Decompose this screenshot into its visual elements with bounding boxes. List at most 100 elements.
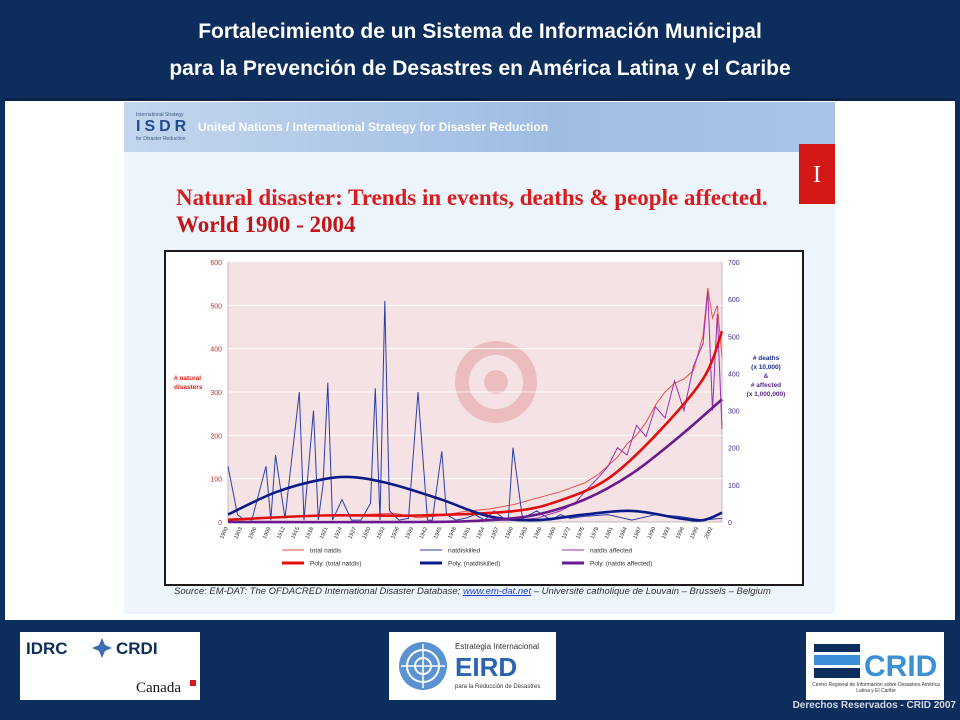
left-axis-label: disasters — [174, 384, 203, 391]
x-tick-label: 1906 — [248, 526, 259, 540]
left-axis-label: # natural — [174, 375, 201, 382]
corner-tab: I — [799, 144, 835, 204]
isdr-banner: International Strategy ISDR for Disaster… — [124, 102, 835, 152]
un-emblem-icon — [399, 642, 447, 690]
source-suffix: – Université catholique de Louvain – Bru… — [531, 586, 771, 597]
crid-books-icon — [814, 644, 860, 678]
x-tick-label: 1954 — [476, 526, 487, 540]
x-tick-label: 1903 — [233, 526, 244, 540]
canada-flag-icon — [190, 680, 196, 686]
trend-chart: 0 100 200 300 400 500 600 0 100 200 300 400 500 600 7… — [174, 260, 786, 568]
left-tick-label: 100 — [210, 477, 222, 484]
header-bar: Fortalecimiento de un Sistema de Informa… — [0, 0, 960, 101]
x-tick-label: 1930 — [362, 526, 373, 540]
x-tick-label: 1948 — [447, 526, 458, 540]
idrc-logo: IDRC CRDI Canada — [20, 632, 200, 700]
x-tick-label: 1969 — [547, 526, 558, 540]
x-tick-label: 1975 — [575, 526, 586, 540]
right-tick-label: 500 — [728, 334, 740, 341]
x-tick-label: 1939 — [404, 526, 415, 540]
x-tick-label: 1900 — [219, 526, 230, 540]
x-tick-label: 1960 — [504, 526, 515, 540]
eird-logo: Estrategia Internacional EIRD para la Re… — [389, 632, 556, 700]
x-tick-label: 1963 — [518, 526, 529, 540]
left-tick-label: 600 — [210, 260, 222, 267]
isdr-logo-top: International Strategy — [136, 112, 184, 118]
x-tick-label: 1942 — [419, 526, 430, 540]
copyright-text: Derechos Reservados - CRID 2007 — [792, 700, 956, 711]
isdr-logo-sub: for Disaster Reduction — [136, 136, 186, 142]
eird-sub-text: para la Reducción de Desastres — [455, 684, 540, 690]
legend-label: total natdis — [310, 548, 342, 555]
x-tick-label: 1945 — [433, 526, 444, 540]
slide-title-line1: Natural disaster: Trends in events, deat… — [176, 185, 768, 210]
crid-logo-graphic: CRID Centro Regional de Información sobr… — [812, 644, 940, 694]
crid-logo: CRID Centro Regional de Información sobr… — [806, 632, 944, 700]
corner-tab-label: I — [813, 162, 821, 188]
chart-box: 0 100 200 300 400 500 600 0 100 200 300 400 500 600 7… — [164, 250, 804, 586]
idrc-star-icon — [92, 638, 112, 658]
isdr-logo: International Strategy ISDR for Disaster… — [136, 112, 202, 142]
header-title-line2: para la Prevención de Desastres en Améri… — [169, 57, 791, 80]
slide-title-line2: World 1900 - 2004 — [176, 212, 356, 237]
slide-title: Natural disaster: Trends in events, deat… — [176, 184, 776, 238]
x-tick-label: 1933 — [376, 526, 387, 540]
eird-text: EIRD — [455, 652, 517, 682]
x-tick-label: 1951 — [461, 526, 472, 540]
right-axis-label: (x 1,000,000) — [747, 391, 786, 398]
x-tick-label: 1996 — [675, 526, 686, 540]
right-tick-label: 400 — [728, 371, 740, 378]
right-tick-label: 100 — [728, 483, 740, 490]
right-tick-label: 300 — [728, 409, 740, 416]
left-tick-label: 300 — [210, 390, 222, 397]
legend-label: Poly. (total natdis) — [310, 561, 362, 568]
x-tick-label: 1972 — [561, 526, 572, 540]
eird-logo-graphic: Estrategia Internacional EIRD para la Re… — [399, 642, 540, 690]
x-tick-label: 1999 — [689, 526, 700, 540]
embedded-slide: International Strategy ISDR for Disaster… — [124, 102, 835, 614]
right-axis-label: # deaths — [753, 355, 780, 362]
source-note: Source: EM-DAT: The OFDACRED Internation… — [174, 586, 771, 597]
right-tick-label: 700 — [728, 260, 740, 267]
left-border — [0, 98, 5, 620]
left-tick-label: 200 — [210, 433, 222, 440]
idrc-text: IDRC — [26, 639, 68, 658]
x-tick-label: 1918 — [305, 526, 316, 540]
x-tick-label: 1912 — [276, 526, 287, 540]
x-tick-label: 1966 — [533, 526, 544, 540]
crid-sub-text: Centro Regional de Información sobre Des… — [812, 682, 940, 694]
watermark-sun-icon — [455, 341, 537, 423]
x-tick-label: 1984 — [618, 526, 629, 540]
legend-label: Poly. (natdis affected) — [590, 561, 652, 568]
source-prefix: Source: EM-DAT: The OFDACRED Internation… — [174, 586, 463, 597]
trend-line-2 — [227, 398, 723, 524]
right-axis-label: # affected — [751, 382, 781, 389]
legend-label: natdiskilled — [448, 548, 481, 555]
right-axis-label: & — [764, 373, 769, 380]
left-tick-label: 500 — [210, 303, 222, 310]
right-tick-label: 0 — [728, 520, 732, 527]
x-tick-label: 1978 — [590, 526, 601, 540]
x-tick-label: 2002 — [704, 526, 715, 540]
x-tick-label: 1981 — [604, 526, 615, 540]
trend-line-0 — [227, 330, 724, 522]
legend-label: natdis affected — [590, 548, 633, 555]
x-tick-label: 1936 — [390, 526, 401, 540]
banner-text: United Nations / International Strategy … — [198, 120, 549, 134]
right-tick-label: 600 — [728, 297, 740, 304]
header-title-line1: Fortalecimiento de un Sistema de Informa… — [198, 20, 762, 43]
source-link[interactable]: www.em-dat.net — [462, 586, 532, 597]
eird-top-text: Estrategia Internacional — [455, 642, 539, 651]
x-tick-label: 1957 — [490, 526, 501, 540]
left-tick-label: 0 — [218, 520, 222, 527]
right-tick-label: 200 — [728, 446, 740, 453]
x-tick-label: 1915 — [290, 526, 301, 540]
x-tick-label: 1993 — [661, 526, 672, 540]
left-tick-label: 400 — [210, 347, 222, 354]
crdi-text: CRDI — [116, 639, 158, 658]
canada-text: Canada — [136, 680, 181, 696]
legend-label: Poly. (natdiskilled) — [448, 561, 500, 568]
right-axis-label: (x 10,000) — [751, 364, 781, 371]
x-tick-label: 1927 — [347, 526, 358, 540]
